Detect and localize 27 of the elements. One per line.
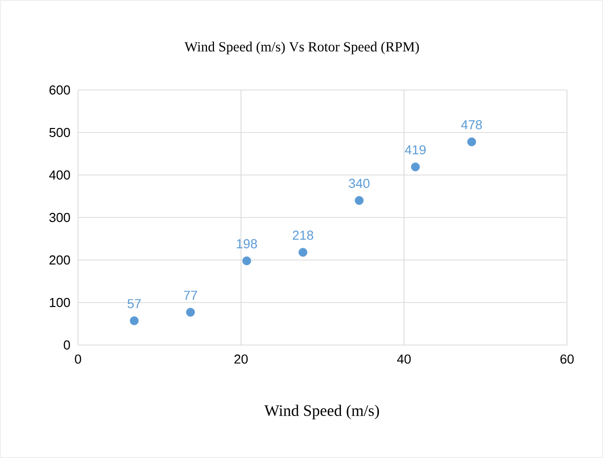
- point: [242, 256, 252, 266]
- data-label: 478: [461, 120, 482, 130]
- y-tick-label: 100: [50, 298, 70, 308]
- data-label: 77: [184, 290, 198, 300]
- point: [467, 137, 476, 146]
- data-label: 419: [404, 145, 426, 154]
- chart-title: Wind Speed (m/s) Vs Rotor Speed (RPM): [184, 42, 419, 54]
- x-tick-label: 60: [560, 354, 574, 364]
- point: [411, 162, 420, 172]
- x-tick-label: 0: [74, 354, 82, 364]
- point: [354, 196, 364, 205]
- data-label: 340: [348, 178, 370, 188]
- y-tick-label: 0: [64, 340, 70, 350]
- y-tick-label: 600: [50, 85, 70, 95]
- x-axis-title: Wind Speed (m/s): [264, 404, 379, 420]
- y-tick-label: 200: [50, 255, 70, 265]
- point: [186, 308, 195, 317]
- point: [298, 248, 308, 257]
- y-tick-label: 300: [49, 212, 70, 222]
- data-label: 57: [128, 299, 141, 308]
- point: [130, 316, 139, 326]
- data-label: 218: [292, 230, 314, 240]
- y-tick-label: 500: [49, 128, 70, 138]
- x-tick-label: 40: [397, 354, 411, 364]
- x-tick-label: 20: [234, 354, 248, 364]
- y-tick-label: 400: [49, 170, 70, 180]
- data-label: 198: [236, 239, 257, 248]
